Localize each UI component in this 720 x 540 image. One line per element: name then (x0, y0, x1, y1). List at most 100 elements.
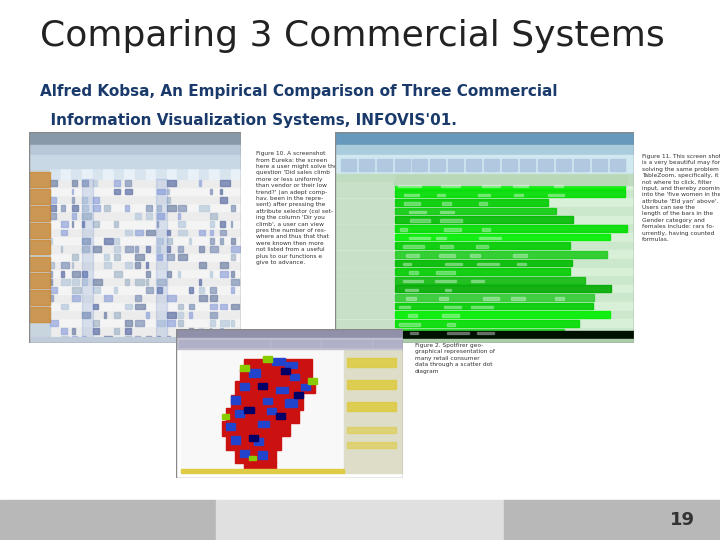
Bar (335, 267, 634, 275)
Bar (125, 188, 132, 194)
Bar (440, 245, 453, 248)
Bar (485, 159, 499, 171)
Bar (281, 340, 289, 347)
Bar (441, 185, 459, 187)
Bar (479, 237, 501, 239)
Bar (50, 269, 241, 277)
Bar (235, 409, 245, 417)
Bar (308, 379, 317, 384)
Bar (199, 168, 210, 179)
Bar (336, 207, 393, 214)
Bar (395, 328, 564, 335)
Bar (395, 260, 572, 266)
Bar (231, 287, 235, 293)
Bar (210, 230, 213, 235)
Bar (230, 168, 241, 179)
Bar (72, 271, 81, 276)
Bar (178, 230, 187, 235)
Bar (61, 246, 63, 252)
Bar (483, 297, 499, 300)
Bar (176, 329, 403, 338)
Bar (82, 279, 87, 285)
Bar (285, 399, 297, 407)
Bar (178, 312, 182, 318)
Bar (72, 328, 75, 334)
Bar (135, 246, 138, 252)
Bar (61, 230, 67, 235)
Bar (231, 271, 235, 276)
Bar (335, 259, 634, 267)
Bar (199, 328, 202, 334)
Bar (157, 246, 160, 252)
Bar (103, 168, 114, 179)
Bar (245, 359, 271, 371)
Bar (444, 306, 461, 308)
Bar (93, 328, 99, 334)
Bar (336, 199, 393, 206)
Bar (167, 205, 176, 211)
Bar (395, 199, 549, 206)
Bar (114, 188, 120, 194)
Bar (50, 294, 241, 302)
Bar (395, 234, 611, 240)
Bar (72, 295, 80, 301)
Bar (405, 202, 420, 205)
Bar (167, 230, 170, 235)
Bar (220, 221, 225, 227)
Bar (271, 371, 299, 383)
Bar (240, 365, 249, 371)
Bar (439, 254, 455, 256)
Bar (276, 413, 285, 418)
Bar (72, 262, 73, 268)
Bar (50, 286, 241, 294)
Bar (82, 205, 89, 211)
Bar (335, 276, 634, 284)
Bar (235, 381, 271, 396)
Bar (135, 168, 145, 179)
Bar (335, 285, 634, 293)
Bar (210, 340, 218, 347)
Bar (181, 469, 344, 474)
Bar (82, 336, 86, 342)
Bar (146, 336, 150, 342)
Bar (178, 303, 183, 309)
Bar (50, 245, 241, 253)
Bar (135, 230, 143, 235)
Bar (263, 356, 271, 362)
Bar (125, 328, 131, 334)
Bar (336, 233, 393, 240)
Bar (210, 238, 214, 244)
Bar (82, 246, 89, 252)
Bar (72, 336, 76, 342)
Bar (72, 287, 81, 293)
Bar (359, 159, 374, 171)
Bar (50, 212, 241, 220)
Bar (220, 230, 226, 235)
Bar (210, 188, 212, 194)
Bar (322, 340, 330, 347)
Bar (104, 312, 107, 318)
Bar (413, 159, 428, 171)
Bar (513, 254, 527, 256)
Bar (93, 279, 102, 285)
Bar (135, 336, 140, 342)
Bar (550, 175, 569, 185)
Bar (114, 246, 120, 252)
Bar (335, 339, 634, 343)
Bar (72, 180, 77, 186)
Bar (346, 442, 397, 448)
Bar (397, 185, 421, 187)
Bar (271, 359, 294, 371)
Bar (409, 211, 426, 213)
Bar (72, 279, 79, 285)
Bar (335, 241, 634, 249)
Bar (125, 168, 135, 179)
Bar (72, 213, 76, 219)
Bar (146, 262, 148, 268)
Bar (517, 262, 526, 265)
Bar (395, 242, 570, 249)
Bar (179, 340, 188, 347)
Bar (220, 328, 223, 334)
Bar (61, 336, 68, 342)
Bar (50, 179, 241, 187)
